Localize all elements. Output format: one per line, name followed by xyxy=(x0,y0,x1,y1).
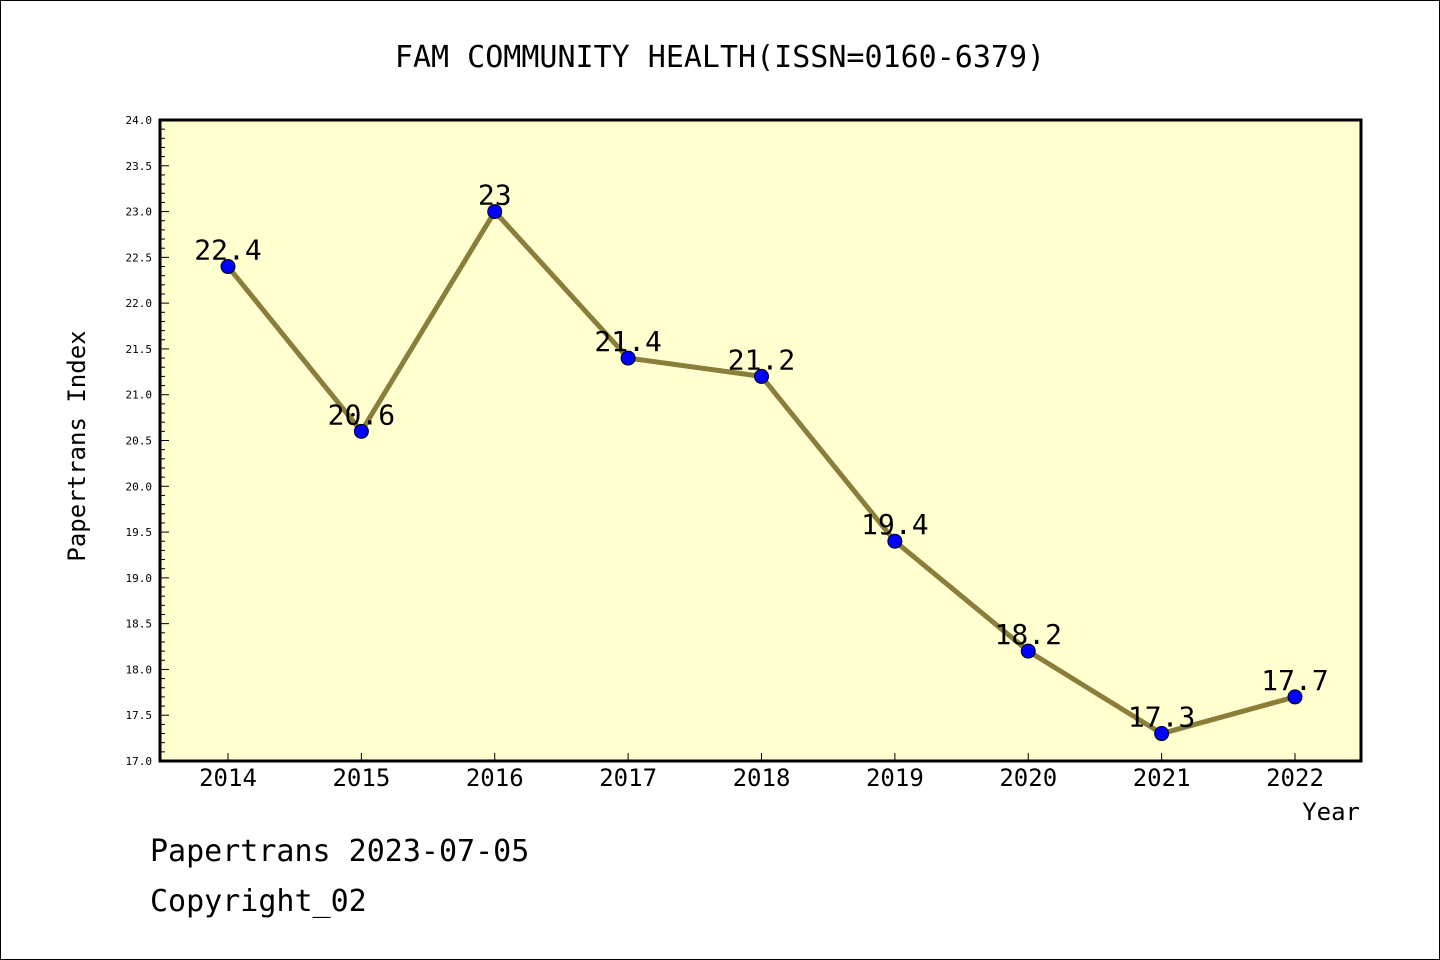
x-tick-label: 2018 xyxy=(733,764,791,792)
data-point xyxy=(754,368,769,384)
y-tick-label: 23.0 xyxy=(126,206,153,219)
y-tick-label: 23.5 xyxy=(126,160,153,173)
y-tick-label: 20.5 xyxy=(126,435,153,448)
copyright-text: Copyright_02 xyxy=(150,884,367,919)
data-label: 23 xyxy=(478,179,512,212)
data-label: 22.4 xyxy=(194,234,261,267)
x-tick-label: 2015 xyxy=(332,764,390,792)
y-tick-label: 17.5 xyxy=(126,709,153,722)
y-tick-label: 19.0 xyxy=(126,572,153,585)
y-tick-label: 22.0 xyxy=(126,297,153,310)
x-axis: 2014 2015 2016 2017 2018 2019 2020 2021 2022 xyxy=(199,753,1324,792)
x-axis-label: Year xyxy=(1302,798,1360,826)
data-point xyxy=(887,533,903,549)
y-axis: 17.0 17.5 18.0 18.5 19.0 19.5 20.0 20.5 21.0 21.5… xyxy=(126,114,169,768)
data-point xyxy=(1020,643,1036,659)
data-labels: 22.4 20.6 23 21.4 21.2 19.4 18.2 17.3 17.7 xyxy=(194,179,1328,734)
plot-border xyxy=(158,118,1363,763)
data-point xyxy=(487,204,503,220)
y-tick-label: 18.0 xyxy=(126,663,153,676)
x-tick-label: 2016 xyxy=(466,764,524,792)
y-tick-label: 24.0 xyxy=(126,114,153,127)
y-tick-label: 21.5 xyxy=(126,343,153,356)
x-tick-label: 2017 xyxy=(599,764,657,792)
data-label: 19.4 xyxy=(861,508,928,541)
x-tick-label: 2019 xyxy=(866,764,924,792)
data-label: 21.2 xyxy=(728,343,795,376)
source-date-text: Papertrans 2023-07-05 xyxy=(150,834,530,869)
y-tick-label: 19.5 xyxy=(126,526,153,539)
y-tick-label: 18.5 xyxy=(126,618,153,631)
x-tick-label: 2022 xyxy=(1266,764,1324,792)
data-point xyxy=(353,423,369,439)
y-tick-label: 21.0 xyxy=(126,389,153,402)
data-label: 18.2 xyxy=(995,618,1062,651)
y-tick-label: 20.0 xyxy=(126,480,153,493)
x-tick-label: 2014 xyxy=(199,764,257,792)
data-point xyxy=(1287,689,1303,705)
x-tick-label: 2020 xyxy=(999,764,1057,792)
data-point xyxy=(620,350,636,366)
data-label: 17.7 xyxy=(1261,664,1328,697)
y-axis-label: Papertrans Index xyxy=(63,330,91,561)
data-label: 21.4 xyxy=(594,325,661,358)
data-point xyxy=(220,259,236,275)
chart-title: FAM COMMUNITY HEALTH(ISSN=0160-6379) xyxy=(395,40,1045,75)
data-label: 17.3 xyxy=(1128,701,1195,734)
y-tick-label: 22.5 xyxy=(126,251,153,264)
data-label: 20.6 xyxy=(328,398,395,431)
data-point xyxy=(1154,726,1170,742)
y-tick-label: 17.0 xyxy=(126,755,153,768)
x-tick-label: 2021 xyxy=(1133,764,1191,792)
plot-area xyxy=(160,120,1361,761)
series-markers xyxy=(220,204,1303,742)
